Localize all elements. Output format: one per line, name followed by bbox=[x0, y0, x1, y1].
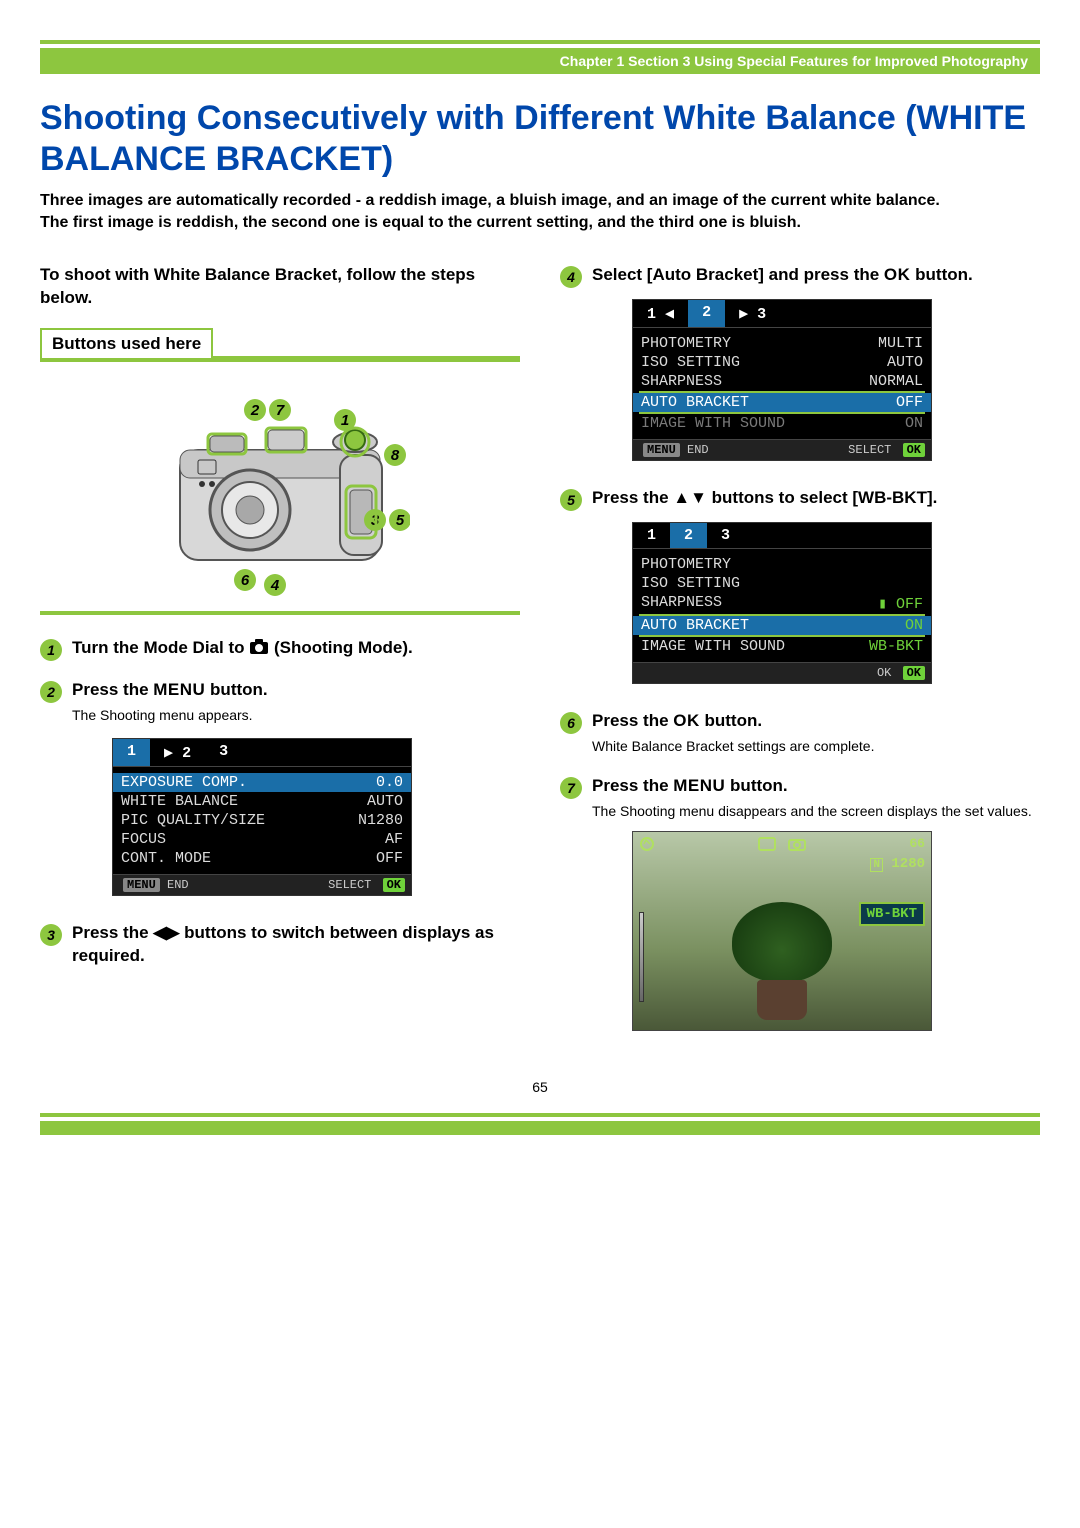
step-4-title: Select [Auto Bracket] and press the OK b… bbox=[592, 264, 1040, 287]
step-2-desc: The Shooting menu appears. bbox=[72, 706, 520, 726]
step-3: 3 Press the ◀▶ buttons to switch between… bbox=[40, 922, 520, 968]
step-number: 1 bbox=[40, 639, 62, 661]
step-number: 4 bbox=[560, 266, 582, 288]
svg-text:6: 6 bbox=[241, 572, 250, 589]
lcd3-row: ISO SETTING bbox=[641, 574, 923, 593]
camera-icon bbox=[788, 837, 806, 851]
svg-text:8: 8 bbox=[391, 447, 400, 464]
step-number: 5 bbox=[560, 489, 582, 511]
step-7-title: Press the MENU button. bbox=[592, 775, 1040, 798]
step-number: 7 bbox=[560, 777, 582, 799]
header-thin-bar bbox=[40, 40, 1040, 44]
step-2-title: Press the MENU button. bbox=[72, 679, 520, 702]
header-thick-bar: Chapter 1 Section 3 Using Special Featur… bbox=[40, 48, 1040, 74]
svg-text:5: 5 bbox=[396, 512, 405, 529]
lcd1-row: CONT. MODEOFF bbox=[121, 849, 403, 868]
svg-text:4: 4 bbox=[270, 577, 280, 594]
lcd3-tab-2: 2 bbox=[670, 523, 707, 548]
lcd2-row: SHARPNESSNORMAL bbox=[641, 372, 923, 391]
left-column: To shoot with White Balance Bracket, fol… bbox=[40, 264, 520, 1049]
step-5-title: Press the ▲▼ buttons to select [WB-BKT]. bbox=[592, 487, 1040, 510]
step-1: 1 Turn the Mode Dial to (Shooting Mode). bbox=[40, 637, 520, 661]
lcd1-row: EXPOSURE COMP.0.0 bbox=[113, 773, 411, 792]
lcd3-tab-3: 3 bbox=[707, 523, 744, 548]
page-title: Shooting Consecutively with Different Wh… bbox=[40, 98, 1040, 180]
lcd1-row: FOCUSAF bbox=[121, 830, 403, 849]
lcd1-tab-1: 1 bbox=[113, 739, 150, 766]
step-1-title: Turn the Mode Dial to (Shooting Mode). bbox=[72, 637, 520, 660]
lcd-screen-2: 1 ◀ 2 ▶ 3 PHOTOMETRYMULTI ISO SETTINGAUT… bbox=[632, 299, 932, 461]
lcd-screen-1: 1 ▶ 2 3 EXPOSURE COMP.0.0 WHITE BALANCEA… bbox=[112, 738, 412, 896]
shots-remaining: 66 bbox=[909, 836, 925, 852]
footer-thick-bar bbox=[40, 1121, 1040, 1135]
image-size: N 1280 bbox=[870, 856, 925, 872]
lcd3-row: PHOTOMETRY bbox=[641, 555, 923, 574]
lcd3-tab-1: 1 bbox=[633, 523, 670, 548]
sd-icon bbox=[758, 837, 776, 851]
svg-text:1: 1 bbox=[341, 412, 349, 429]
footer-thin-bar bbox=[40, 1113, 1040, 1117]
lcd2-row: ISO SETTINGAUTO bbox=[641, 353, 923, 372]
wb-bracket-badge: WB-BKT bbox=[859, 902, 925, 926]
lead-text: To shoot with White Balance Bracket, fol… bbox=[40, 264, 520, 310]
svg-text:7: 7 bbox=[276, 402, 285, 419]
zoom-bar bbox=[639, 912, 644, 1002]
footer-bars bbox=[40, 1113, 1040, 1135]
lcd2-row: PHOTOMETRYMULTI bbox=[641, 334, 923, 353]
lcd3-row: SHARPNESS▮ OFF bbox=[641, 593, 923, 614]
lcd1-row: WHITE BALANCEAUTO bbox=[121, 792, 403, 811]
step-number: 6 bbox=[560, 712, 582, 734]
camera-divider bbox=[40, 611, 520, 615]
step-4: 4 Select [Auto Bracket] and press the OK… bbox=[560, 264, 1040, 469]
step-2: 2 Press the MENU button. The Shooting me… bbox=[40, 679, 520, 904]
lcd2-row: IMAGE WITH SOUNDON bbox=[641, 414, 923, 433]
step-5: 5 Press the ▲▼ buttons to select [WB-BKT… bbox=[560, 487, 1040, 692]
lcd3-row-selected: AUTO BRACKETON bbox=[633, 616, 931, 635]
lcd3-row: IMAGE WITH SOUNDWB-BKT bbox=[641, 637, 923, 656]
page-number: 65 bbox=[40, 1079, 1040, 1095]
step-7: 7 Press the MENU button. The Shooting me… bbox=[560, 775, 1040, 1032]
preview-screen: 66 N 1280 WB-BKT bbox=[632, 831, 932, 1031]
buttons-used-label: Buttons used here bbox=[40, 328, 213, 358]
step-6-title: Press the OK button. bbox=[592, 710, 1040, 733]
step-number: 3 bbox=[40, 924, 62, 946]
lcd1-row: PIC QUALITY/SIZEN1280 bbox=[121, 811, 403, 830]
header-bars: Chapter 1 Section 3 Using Special Featur… bbox=[40, 40, 1040, 74]
step-number: 2 bbox=[40, 681, 62, 703]
step-7-desc: The Shooting menu disappears and the scr… bbox=[592, 802, 1040, 822]
lcd1-tab-2: ▶ 2 bbox=[150, 739, 205, 766]
svg-text:2: 2 bbox=[250, 402, 260, 419]
step-6-desc: White Balance Bracket settings are compl… bbox=[592, 737, 1040, 757]
lcd2-tab-1: 1 ◀ bbox=[633, 300, 688, 327]
step-3-title: Press the ◀▶ buttons to switch between d… bbox=[72, 922, 520, 968]
right-column: 4 Select [Auto Bracket] and press the OK… bbox=[560, 264, 1040, 1049]
step-6: 6 Press the OK button. White Balance Bra… bbox=[560, 710, 1040, 757]
lcd2-row-selected: AUTO BRACKETOFF bbox=[633, 393, 931, 412]
lcd2-tab-2: 2 bbox=[688, 300, 725, 327]
intro-text: Three images are automatically recorded … bbox=[40, 190, 1040, 235]
lcd1-tab-3: 3 bbox=[205, 739, 242, 766]
camera-diagram: 2 7 1 8 3 5 6 4 bbox=[40, 380, 520, 605]
lcd-screen-3: 1 2 3 PHOTOMETRY ISO SETTING SHARPNESS▮ … bbox=[632, 522, 932, 684]
lcd2-tab-3: ▶ 3 bbox=[725, 300, 780, 327]
breadcrumb: Chapter 1 Section 3 Using Special Featur… bbox=[560, 53, 1028, 69]
